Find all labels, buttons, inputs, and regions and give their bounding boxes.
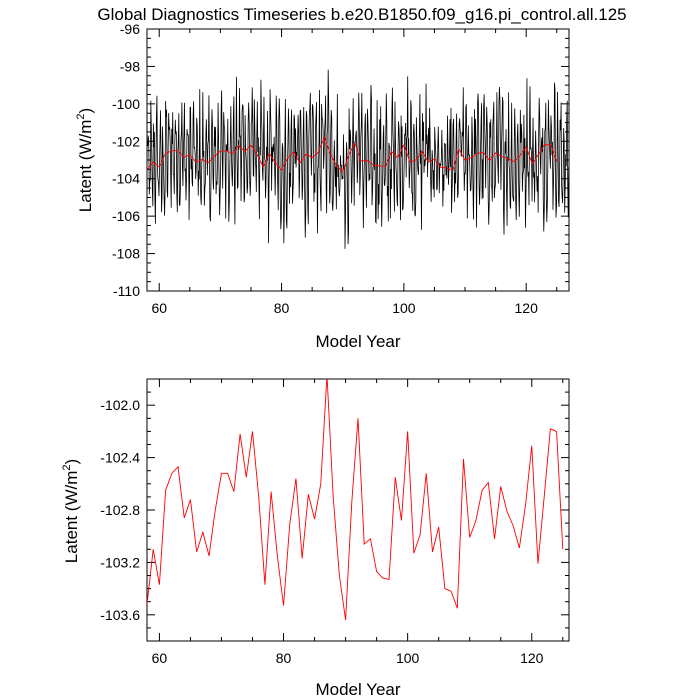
bottom-y-tick-label: -102.4 xyxy=(100,450,140,466)
top-y-tick-label: -106 xyxy=(112,208,140,224)
top-x-tick-label: 100 xyxy=(392,300,416,316)
bottom-series-annual-line xyxy=(147,379,564,621)
top-panel-monthly-annual: Model Year Latent (W/m2) 60 80 100 120 -96 -9… xyxy=(75,21,570,351)
top-series-annual-line xyxy=(147,135,558,173)
top-y-tick-label: -108 xyxy=(112,246,140,262)
top-y-tick-label: -96 xyxy=(120,21,140,37)
top-y-label-main: Latent (W/m xyxy=(76,120,95,213)
bottom-x-tick-label: 80 xyxy=(276,650,292,666)
bottom-y-tick-label: -103.6 xyxy=(100,607,140,623)
top-y-tick-label: -102 xyxy=(112,133,140,149)
top-y-tick-label: -110 xyxy=(113,283,140,299)
bottom-x-tick-label: 120 xyxy=(520,650,544,666)
top-y-tick-label: -104 xyxy=(112,171,140,187)
bottom-y-tick-label: -103.2 xyxy=(100,554,140,570)
top-y-axis-label: Latent (W/m2) xyxy=(75,108,95,212)
bottom-y-axis-label: Latent (W/m2) xyxy=(61,459,81,563)
top-series-monthly-line xyxy=(147,69,569,249)
top-x-tick-label: 60 xyxy=(151,300,167,316)
top-y-label-superscript: 2 xyxy=(75,113,87,119)
figure-title: Global Diagnostics Timeseries b.e20.B185… xyxy=(97,5,626,24)
top-x-tick-label: 120 xyxy=(515,300,539,316)
top-x-tick-label: 80 xyxy=(274,300,290,316)
top-y-tick-label: -100 xyxy=(112,96,140,112)
bottom-x-tick-label: 60 xyxy=(152,650,168,666)
bottom-y-label-close: ) xyxy=(62,459,81,465)
top-y-label-close: ) xyxy=(76,108,95,114)
bottom-panel-annual: Model Year Latent (W/m2) 60 80 100 120 -102.… xyxy=(61,378,570,699)
top-y-tick-label: -98 xyxy=(120,58,140,74)
top-x-axis-label: Model Year xyxy=(315,332,400,351)
bottom-y-label-main: Latent (W/m xyxy=(62,471,81,564)
bottom-y-label-superscript: 2 xyxy=(61,464,73,470)
bottom-y-tick-label: -102.0 xyxy=(100,397,140,413)
bottom-x-tick-label: 100 xyxy=(396,650,420,666)
bottom-y-tick-label: -102.8 xyxy=(100,502,140,518)
bottom-x-axis-label: Model Year xyxy=(315,680,400,699)
